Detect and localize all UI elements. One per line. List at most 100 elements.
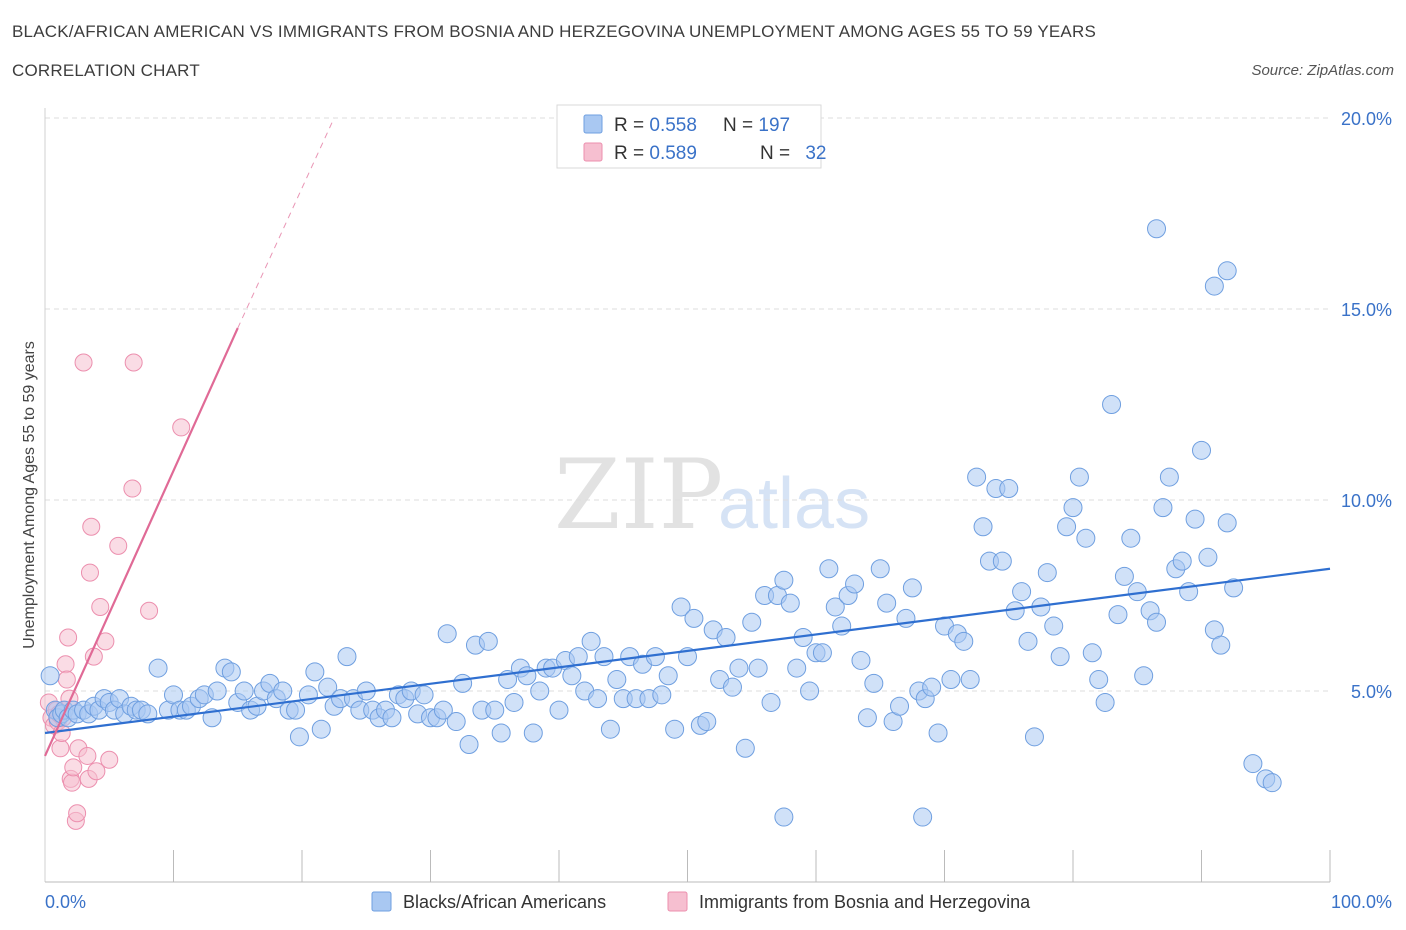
black-point bbox=[800, 681, 820, 701]
black-point bbox=[1147, 219, 1167, 239]
x-tick-label-min: 0.0% bbox=[45, 892, 86, 912]
black-point bbox=[1057, 517, 1077, 537]
bosnia-point bbox=[87, 762, 106, 781]
black-point bbox=[960, 670, 980, 690]
black-point bbox=[289, 727, 309, 747]
black-point bbox=[1185, 509, 1205, 529]
black-point bbox=[600, 719, 620, 739]
black-point bbox=[568, 647, 588, 667]
black-point bbox=[735, 738, 755, 758]
black-point bbox=[148, 658, 168, 678]
bosnia-point bbox=[82, 517, 101, 536]
y-axis-label: Unemployment Among Ages 55 to 59 years bbox=[21, 341, 38, 649]
black-point bbox=[1121, 528, 1141, 548]
black-point bbox=[774, 570, 794, 590]
black-point bbox=[517, 666, 537, 686]
black-point bbox=[941, 670, 961, 690]
black-point bbox=[588, 689, 608, 709]
black-point bbox=[954, 631, 974, 651]
black-point bbox=[305, 662, 325, 682]
svg-text:R = 0.589: R = 0.589 bbox=[614, 143, 697, 164]
black-point bbox=[311, 719, 331, 739]
watermark-zip: ZIP bbox=[554, 439, 723, 551]
black-point bbox=[446, 712, 466, 732]
black-point bbox=[562, 666, 582, 686]
bosnia-trend-line bbox=[43, 327, 239, 757]
black-point bbox=[414, 685, 434, 705]
legend-pink-swatch bbox=[667, 891, 688, 912]
pink-r-label: R = bbox=[614, 143, 649, 164]
svg-text:N = 32: N = 32 bbox=[723, 143, 853, 164]
bosnia-point bbox=[59, 628, 78, 647]
black-point bbox=[812, 643, 832, 663]
black-point bbox=[1159, 467, 1179, 487]
black-point bbox=[1134, 666, 1154, 686]
black-point bbox=[485, 700, 505, 720]
black-point bbox=[1069, 467, 1089, 487]
black-point bbox=[658, 666, 678, 686]
black-point bbox=[774, 807, 794, 827]
black-point bbox=[902, 578, 922, 598]
black-point bbox=[722, 677, 742, 697]
bosnia-point bbox=[56, 655, 75, 674]
black-point bbox=[1095, 692, 1115, 712]
black-point bbox=[581, 631, 601, 651]
bosnia-point bbox=[68, 804, 87, 823]
bosnia-point bbox=[109, 536, 128, 555]
black-point bbox=[478, 631, 498, 651]
black-point bbox=[1243, 754, 1263, 774]
bosnia-point bbox=[74, 353, 93, 372]
black-point bbox=[890, 696, 910, 716]
black-point bbox=[973, 517, 993, 537]
black-point bbox=[1037, 563, 1057, 583]
black-point bbox=[1217, 261, 1237, 281]
bosnia-point bbox=[140, 601, 159, 620]
black-point bbox=[382, 708, 402, 728]
y-tick-label: 10.0% bbox=[1341, 491, 1392, 511]
bosnia-point bbox=[123, 479, 142, 498]
pink-n-label: N = bbox=[760, 143, 795, 164]
black-point bbox=[992, 551, 1012, 571]
black-point bbox=[1063, 498, 1083, 518]
black-point bbox=[337, 647, 357, 667]
black-point bbox=[967, 467, 987, 487]
trend-lines bbox=[43, 117, 1331, 757]
black-point bbox=[273, 681, 293, 701]
blue-n-value: 197 bbox=[758, 115, 790, 136]
black-point bbox=[671, 597, 691, 617]
black-point bbox=[729, 658, 749, 678]
black-point bbox=[928, 723, 948, 743]
blue-swatch bbox=[583, 114, 603, 134]
black-point bbox=[787, 658, 807, 678]
black-point bbox=[922, 677, 942, 697]
black-point bbox=[913, 807, 933, 827]
black-point bbox=[1147, 612, 1167, 632]
bosnia-point bbox=[64, 758, 83, 777]
black-point bbox=[286, 700, 306, 720]
black-point bbox=[1089, 670, 1109, 690]
black-point bbox=[1044, 616, 1064, 636]
bosnia-point bbox=[80, 563, 99, 582]
tick-labels: 5.0% 10.0% 15.0% 20.0% 0.0% 100.0% bbox=[45, 109, 1392, 912]
black-point bbox=[1102, 395, 1122, 414]
black-point bbox=[1224, 578, 1244, 598]
black-point bbox=[207, 681, 227, 701]
black-point bbox=[652, 685, 672, 705]
black-point bbox=[1082, 643, 1102, 663]
pink-swatch bbox=[583, 142, 603, 162]
black-point bbox=[665, 719, 685, 739]
black-point bbox=[870, 559, 890, 579]
black-point bbox=[433, 700, 453, 720]
black-point bbox=[1217, 513, 1237, 533]
bosnia-point bbox=[124, 353, 143, 372]
black-point bbox=[748, 658, 768, 678]
black-point bbox=[716, 628, 736, 648]
watermark-atlas: atlas bbox=[718, 464, 870, 544]
axes bbox=[44, 108, 1331, 883]
black-point bbox=[742, 612, 762, 632]
black-point bbox=[453, 673, 473, 693]
black-point bbox=[877, 593, 897, 613]
bosnia-point bbox=[100, 750, 119, 769]
x-tick-label-max: 100.0% bbox=[1331, 892, 1392, 912]
